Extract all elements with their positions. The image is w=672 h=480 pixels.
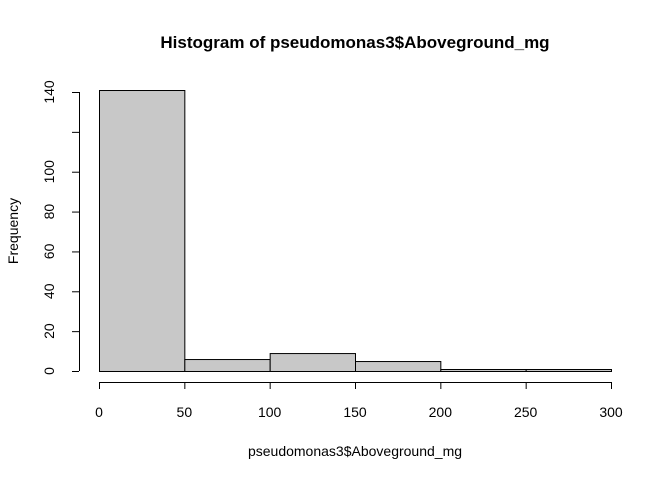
x-axis-label: pseudomonas3$Aboveground_mg [248, 443, 462, 459]
y-tick-label-0: 0 [41, 367, 57, 375]
histogram-bar-5 [525, 369, 613, 372]
x-tick-label-0: 0 [95, 404, 103, 420]
y-tick-label-3: 60 [41, 243, 57, 259]
y-tick-label-5: 100 [41, 160, 57, 184]
histogram-bar-0 [99, 90, 186, 372]
x-tick-label-4: 200 [429, 404, 453, 420]
x-tick-label-2: 100 [258, 404, 282, 420]
bars-group [99, 90, 613, 373]
y-tick-label-1: 20 [41, 323, 57, 339]
chart-title: Histogram of pseudomonas3$Aboveground_mg [160, 33, 549, 52]
x-tick-label-1: 50 [177, 404, 193, 420]
y-axis-label: Frequency [5, 198, 21, 264]
y-tick-label-4: 80 [41, 204, 57, 220]
x-tick-label-3: 150 [343, 404, 367, 420]
y-tick-label-7: 140 [41, 80, 57, 104]
x-tick-label-5: 250 [514, 404, 538, 420]
histogram-bar-2 [269, 353, 356, 373]
x-tick-label-6: 300 [599, 404, 623, 420]
x-axis: 0 50 100 150 200 250 300 [95, 382, 623, 420]
histogram-bar-4 [440, 369, 527, 372]
y-axis: 0 20 40 60 80 100 140 [41, 80, 80, 375]
y-tick-label-2: 40 [41, 283, 57, 299]
histogram-bar-3 [355, 361, 442, 372]
histogram-bar-1 [184, 359, 271, 372]
